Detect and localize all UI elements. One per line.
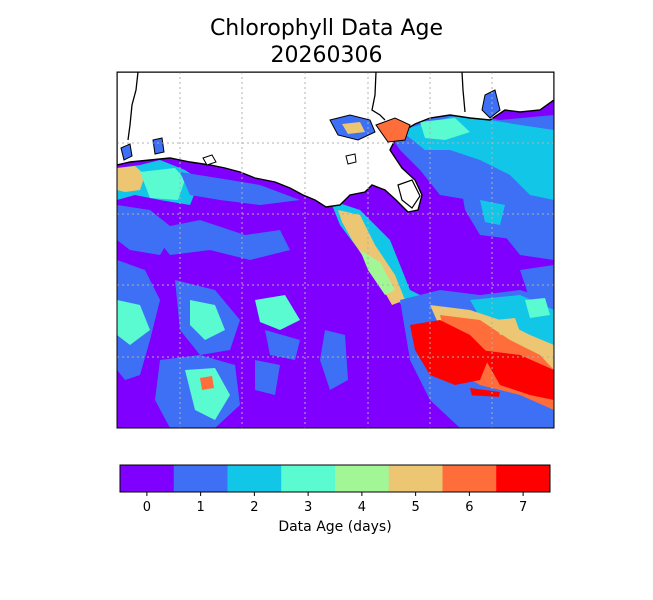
patch-center-1day-b bbox=[265, 330, 300, 360]
colorbar-tick-label: 4 bbox=[357, 500, 367, 515]
map-gridlines bbox=[117, 72, 554, 428]
colorbar-tick-label: 2 bbox=[250, 500, 259, 515]
patch-southeast-3day bbox=[525, 298, 550, 318]
colorbar-segment-3 bbox=[281, 465, 336, 492]
island-west bbox=[120, 143, 133, 161]
state-boundary-east bbox=[461, 72, 466, 113]
patch-southwest-3day bbox=[185, 368, 230, 420]
patch-west-coast-5day bbox=[117, 166, 145, 192]
patch-west-coast-1day bbox=[180, 172, 300, 205]
colorbar bbox=[120, 465, 551, 492]
colorbar-tick-marks bbox=[146, 492, 524, 496]
colorbar-tick-label: 1 bbox=[196, 500, 205, 515]
delta-shallows bbox=[375, 117, 411, 143]
map-title: Chlorophyll Data Age bbox=[209, 16, 444, 41]
data-age-patches bbox=[117, 110, 554, 428]
lake-small-1 bbox=[202, 154, 217, 166]
colorbar-segment-2 bbox=[227, 465, 282, 492]
patch-west-coast-3day bbox=[140, 168, 185, 200]
patch-east-2day-a bbox=[525, 155, 554, 190]
colorbar-segment-1 bbox=[173, 465, 228, 492]
patch-southwest-6day bbox=[200, 376, 214, 390]
map-area bbox=[117, 72, 554, 428]
patch-southeast-5day-b bbox=[495, 318, 520, 335]
lake-pontchartrain-inner bbox=[342, 122, 365, 134]
colorbar-segment-7 bbox=[496, 465, 551, 492]
lake-small-2 bbox=[345, 153, 357, 165]
patch-southeast-1day-b bbox=[465, 395, 554, 428]
map-frame bbox=[116, 71, 555, 429]
colorbar-label: Data Age (days) bbox=[278, 519, 392, 535]
colorbar-frame bbox=[119, 464, 551, 493]
patch-center-1day-a bbox=[255, 360, 280, 395]
patch-west-3day-b bbox=[190, 300, 225, 340]
island-west-2 bbox=[152, 137, 165, 155]
colorbar-segment-5 bbox=[388, 465, 443, 492]
land-mass bbox=[117, 72, 554, 213]
patch-west-3day-a bbox=[117, 300, 150, 345]
colorbar-segment-6 bbox=[442, 465, 497, 492]
colorbar-segment-0 bbox=[120, 465, 175, 492]
colorbar-tick-label: 7 bbox=[518, 500, 528, 515]
patch-center-3day bbox=[255, 295, 300, 330]
state-boundary-central bbox=[371, 72, 386, 121]
state-boundary-west bbox=[127, 72, 139, 141]
bird-foot-delta bbox=[397, 179, 421, 209]
colorbar-tick-label: 5 bbox=[411, 500, 420, 515]
patch-plume-4day bbox=[360, 250, 395, 295]
colorbar-tick-label: 0 bbox=[142, 500, 152, 515]
colorbar-tick-label: 6 bbox=[465, 500, 474, 515]
patch-southeast-7day-b bbox=[480, 350, 554, 400]
patch-west-1day-b bbox=[150, 220, 290, 260]
map-date: 20260306 bbox=[270, 43, 383, 68]
colorbar-tick-label: 3 bbox=[303, 500, 313, 515]
colorbar-segment-4 bbox=[335, 465, 390, 492]
mobile-bay bbox=[481, 89, 501, 119]
patch-east-shelf-3day bbox=[420, 118, 470, 140]
patch-center-1day-c bbox=[320, 330, 348, 390]
